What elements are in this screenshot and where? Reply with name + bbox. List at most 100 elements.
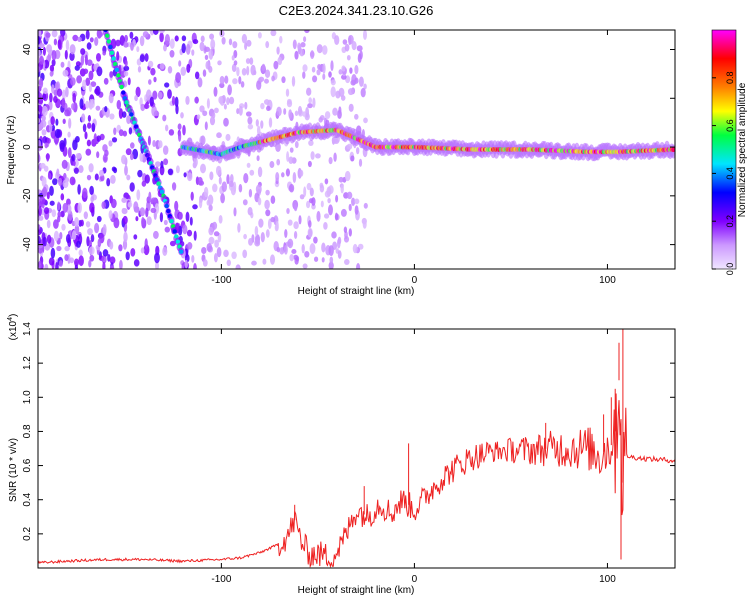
satellite-streak-point [174, 234, 179, 239]
noise-speckle [335, 194, 339, 203]
noise-speckle [175, 72, 182, 84]
noise-speckle [171, 95, 176, 106]
noise-speckle [206, 199, 211, 206]
y-tick-label: 0.8 [22, 424, 33, 438]
noise-speckle [175, 165, 180, 174]
noise-speckle [227, 84, 232, 96]
noise-speckle [354, 113, 359, 120]
noise-speckle [67, 147, 72, 159]
noise-speckle [154, 111, 160, 117]
noise-speckle [64, 254, 69, 262]
noise-speckle [169, 240, 176, 247]
noise-speckle [38, 229, 42, 236]
noise-speckle [267, 218, 272, 230]
noise-speckle [39, 43, 45, 49]
noise-speckle [183, 172, 187, 178]
noise-speckle [76, 240, 81, 248]
noise-speckle [87, 228, 93, 236]
noise-speckle [152, 90, 158, 100]
spectrogram-xlabel: Height of straight line (km) [298, 286, 415, 297]
noise-speckle [121, 197, 127, 203]
noise-speckle [291, 75, 296, 87]
noise-speckle [135, 86, 141, 98]
noise-speckle [49, 123, 53, 133]
noise-speckle [206, 98, 210, 109]
noise-speckle [81, 79, 87, 91]
noise-speckle [88, 84, 92, 92]
noise-speckle [212, 221, 218, 230]
noise-speckle [319, 184, 325, 193]
x-tick-label: 0 [412, 275, 418, 286]
noise-speckle [75, 135, 80, 143]
satellite-streak-point [129, 112, 134, 117]
noise-speckle [354, 198, 360, 205]
noise-speckle [302, 263, 308, 269]
noise-speckle [89, 254, 95, 262]
noise-speckle [331, 231, 337, 239]
satellite-streak-point [166, 208, 171, 214]
noise-speckle [317, 64, 322, 70]
noise-speckle [186, 172, 193, 182]
noise-speckle [311, 66, 316, 73]
noise-speckle [307, 103, 313, 109]
noise-speckle [316, 69, 321, 76]
noise-speckle [133, 201, 139, 212]
noise-speckle [108, 210, 113, 220]
noise-speckle [213, 107, 219, 114]
noise-speckle [340, 208, 347, 217]
noise-speckle [61, 89, 66, 100]
noise-speckle [201, 247, 207, 254]
noise-speckle [52, 178, 58, 186]
noise-speckle [303, 36, 307, 43]
noise-speckle [125, 148, 132, 156]
noise-speckle [338, 176, 344, 183]
noise-speckle [276, 246, 281, 253]
noise-speckle [96, 151, 100, 159]
noise-speckle [192, 39, 199, 45]
noise-speckle [171, 182, 177, 191]
noise-speckle [164, 82, 170, 88]
noise-speckle [177, 123, 182, 131]
noise-speckle [102, 50, 107, 56]
noise-speckle [139, 54, 145, 63]
colorbar-tick-label: 0.8 [725, 72, 735, 85]
noise-speckle [338, 87, 345, 98]
satellite-streak-point [109, 50, 115, 55]
noise-speckle [174, 35, 179, 42]
noise-speckle [123, 65, 130, 72]
noise-speckle [334, 35, 340, 46]
snr-ylabel: SNR (10 * v/v) [8, 438, 19, 502]
noise-speckle [309, 243, 316, 255]
noise-speckle [264, 78, 269, 84]
noise-speckle [62, 118, 66, 125]
noise-speckle [346, 54, 351, 61]
noise-speckle [220, 193, 225, 204]
noise-speckle [198, 180, 205, 186]
noise-speckle [159, 212, 164, 223]
noise-speckle [54, 82, 59, 90]
noise-speckle [102, 249, 109, 257]
noise-speckle [68, 117, 72, 129]
noise-speckle [277, 56, 283, 66]
noise-speckle [67, 131, 71, 138]
noise-speckle [101, 254, 107, 264]
snr-scale-base: (x10 [8, 320, 19, 340]
satellite-streak-point [106, 39, 112, 44]
noise-speckle [109, 241, 114, 250]
noise-speckle [74, 224, 80, 235]
noise-speckle [265, 209, 271, 217]
noise-speckle [42, 87, 48, 95]
noise-speckle [203, 186, 209, 198]
noise-speckle [116, 99, 122, 110]
noise-speckle [329, 256, 334, 264]
noise-speckle [286, 207, 290, 215]
noise-speckle [134, 95, 138, 102]
noise-speckle [202, 259, 208, 267]
noise-speckle [83, 211, 88, 220]
noise-speckle [118, 244, 123, 252]
noise-speckle [38, 49, 41, 59]
noise-speckle [260, 102, 265, 110]
noise-speckle [180, 66, 187, 76]
noise-speckle [321, 257, 325, 263]
